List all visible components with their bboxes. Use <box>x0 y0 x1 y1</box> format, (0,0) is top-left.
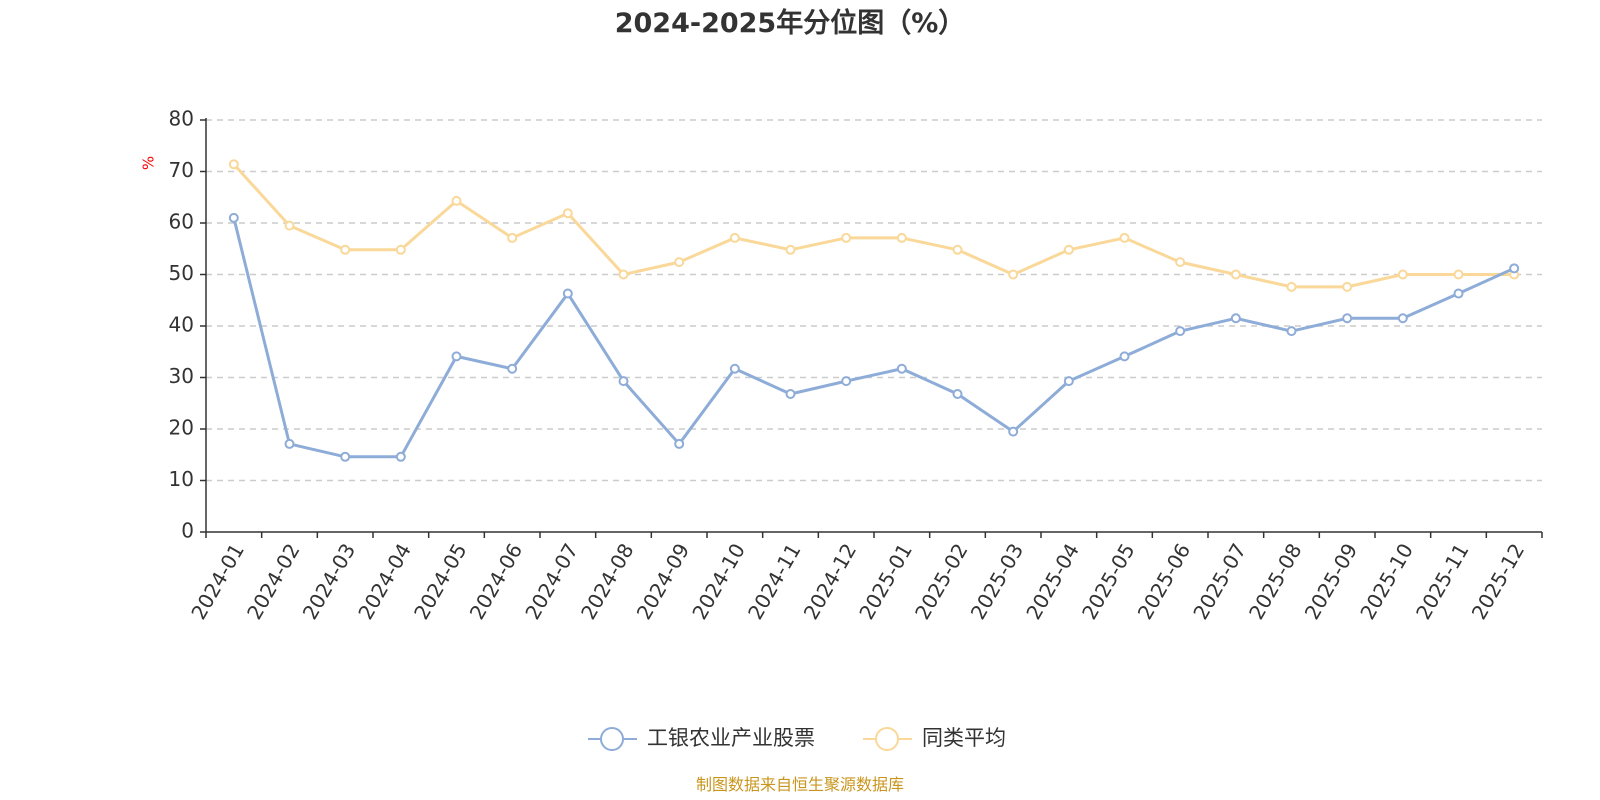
series-1-point-2025-04 <box>1063 244 1074 255</box>
x-tick-label-2025-03: 2025-03 <box>966 539 1029 623</box>
x-tick-label-2025-08: 2025-08 <box>1244 539 1307 623</box>
y-tick-label-10: 10 <box>169 467 194 491</box>
series-0-point-2025-01 <box>896 363 907 374</box>
series-0-point-2024-05 <box>451 351 462 362</box>
x-tick-label-2025-11: 2025-11 <box>1411 539 1474 623</box>
x-tick-label-2024-10: 2024-10 <box>687 539 750 623</box>
x-tick-label-2025-10: 2025-10 <box>1355 539 1418 623</box>
chart-title: 2024-2025年分位图（%） <box>615 7 966 39</box>
x-tick-label-2024-05: 2024-05 <box>409 539 472 623</box>
series-1-point-2024-09 <box>674 257 685 268</box>
series-0-point-2024-09 <box>674 438 685 449</box>
series-0-point-2024-02 <box>284 438 295 449</box>
y-tick-label-70: 70 <box>169 158 194 182</box>
legend-fund-marker <box>600 727 624 751</box>
x-tick-label-2024-11: 2024-11 <box>743 539 806 623</box>
x-axis: 2024-012024-022024-032024-042024-052024-… <box>186 531 1543 624</box>
series-1-point-2025-11 <box>1453 269 1464 280</box>
series-0-point-2025-04 <box>1063 376 1074 387</box>
y-tick-label-60: 60 <box>169 210 194 234</box>
series-0-point-2024-07 <box>562 288 573 299</box>
series-1 <box>228 159 1520 292</box>
series-1-point-2024-01 <box>228 159 239 170</box>
x-tick-label-2024-01: 2024-01 <box>186 539 249 623</box>
series-0-point-2025-07 <box>1230 313 1241 324</box>
series-0-point-2025-06 <box>1175 326 1186 337</box>
series-lines <box>228 159 1520 462</box>
series-0-point-2024-06 <box>507 363 518 374</box>
y-tick-label-0: 0 <box>181 519 194 543</box>
x-tick-label-2025-02: 2025-02 <box>910 539 973 623</box>
legend[interactable]: 工银农业产业股票 同类平均 <box>588 726 1006 751</box>
y-tick-label-30: 30 <box>169 364 194 388</box>
x-tick-label-2024-04: 2024-04 <box>353 539 416 623</box>
legend-peer-label: 同类平均 <box>922 726 1006 750</box>
series-1-point-2025-06 <box>1175 257 1186 268</box>
series-1-point-2025-09 <box>1342 281 1353 292</box>
series-1-point-2025-05 <box>1119 232 1130 243</box>
x-tick-label-2025-04: 2025-04 <box>1021 539 1084 623</box>
series-0-point-2024-12 <box>841 376 852 387</box>
x-tick-label-2025-01: 2025-01 <box>854 539 917 623</box>
series-1-point-2025-07 <box>1230 269 1241 280</box>
series-1-point-2024-11 <box>785 244 796 255</box>
x-tick-label-2024-02: 2024-02 <box>242 539 305 623</box>
series-0-point-2024-03 <box>340 451 351 462</box>
series-1-point-2024-06 <box>507 232 518 243</box>
series-0-point-2024-04 <box>395 451 406 462</box>
x-tick-label-2025-06: 2025-06 <box>1133 539 1196 623</box>
x-tick-label-2025-09: 2025-09 <box>1300 539 1363 623</box>
legend-item-peer-average[interactable]: 同类平均 <box>863 726 1006 751</box>
series-1-point-2024-04 <box>395 244 406 255</box>
x-tick-label-2025-07: 2025-07 <box>1188 539 1251 623</box>
y-axis: 0 10 20 30 40 50 60 70 80 <box>169 107 207 543</box>
series-0-point-2025-02 <box>952 388 963 399</box>
legend-fund-label: 工银农业产业股票 <box>647 726 815 750</box>
series-0-point-2025-03 <box>1008 426 1019 437</box>
x-tick-label-2024-07: 2024-07 <box>520 539 583 623</box>
y-tick-label-40: 40 <box>169 313 194 337</box>
series-0-point-2025-10 <box>1397 313 1408 324</box>
series-1-point-2025-10 <box>1397 269 1408 280</box>
x-tick-label-2024-08: 2024-08 <box>576 539 639 623</box>
series-0-point-2024-08 <box>618 376 629 387</box>
legend-peer-marker <box>875 727 899 751</box>
y-axis-unit-label: % <box>140 156 158 170</box>
series-0-point-2024-10 <box>729 363 740 374</box>
x-tick-label-2025-05: 2025-05 <box>1077 539 1140 623</box>
x-tick-label-2024-09: 2024-09 <box>632 539 695 623</box>
series-1-point-2025-03 <box>1008 269 1019 280</box>
y-tick-label-50: 50 <box>169 261 194 285</box>
y-tick-label-20: 20 <box>169 416 194 440</box>
series-1-point-2025-08 <box>1286 281 1297 292</box>
series-0-point-2025-11 <box>1453 288 1464 299</box>
y-tick-label-80: 80 <box>169 107 194 131</box>
series-1-point-2024-08 <box>618 269 629 280</box>
series-0-point-2025-12 <box>1509 263 1520 274</box>
series-0-point-2024-01 <box>228 212 239 223</box>
series-1-point-2025-02 <box>952 244 963 255</box>
series-1-line <box>232 163 1515 289</box>
series-0-point-2025-08 <box>1286 326 1297 337</box>
x-tick-label-2024-03: 2024-03 <box>298 539 361 623</box>
legend-item-fund[interactable]: 工银农业产业股票 <box>588 726 815 751</box>
series-0-point-2025-05 <box>1119 351 1130 362</box>
series-1-point-2024-12 <box>841 232 852 243</box>
series-1-point-2024-10 <box>729 232 740 243</box>
gridlines <box>206 119 1542 482</box>
series-0-line <box>232 217 1515 459</box>
series-0 <box>228 212 1520 462</box>
x-tick-label-2025-12: 2025-12 <box>1467 539 1530 623</box>
series-1-point-2024-05 <box>451 195 462 206</box>
series-0-point-2024-11 <box>785 388 796 399</box>
series-1-point-2024-07 <box>562 208 573 219</box>
x-tick-label-2024-06: 2024-06 <box>465 539 528 623</box>
series-1-point-2024-02 <box>284 220 295 231</box>
series-0-point-2025-09 <box>1342 313 1353 324</box>
data-source-note: 制图数据来自恒生聚源数据库 <box>696 775 904 794</box>
series-1-point-2024-03 <box>340 244 351 255</box>
x-tick-label-2024-12: 2024-12 <box>799 539 862 623</box>
series-1-point-2025-01 <box>896 232 907 243</box>
